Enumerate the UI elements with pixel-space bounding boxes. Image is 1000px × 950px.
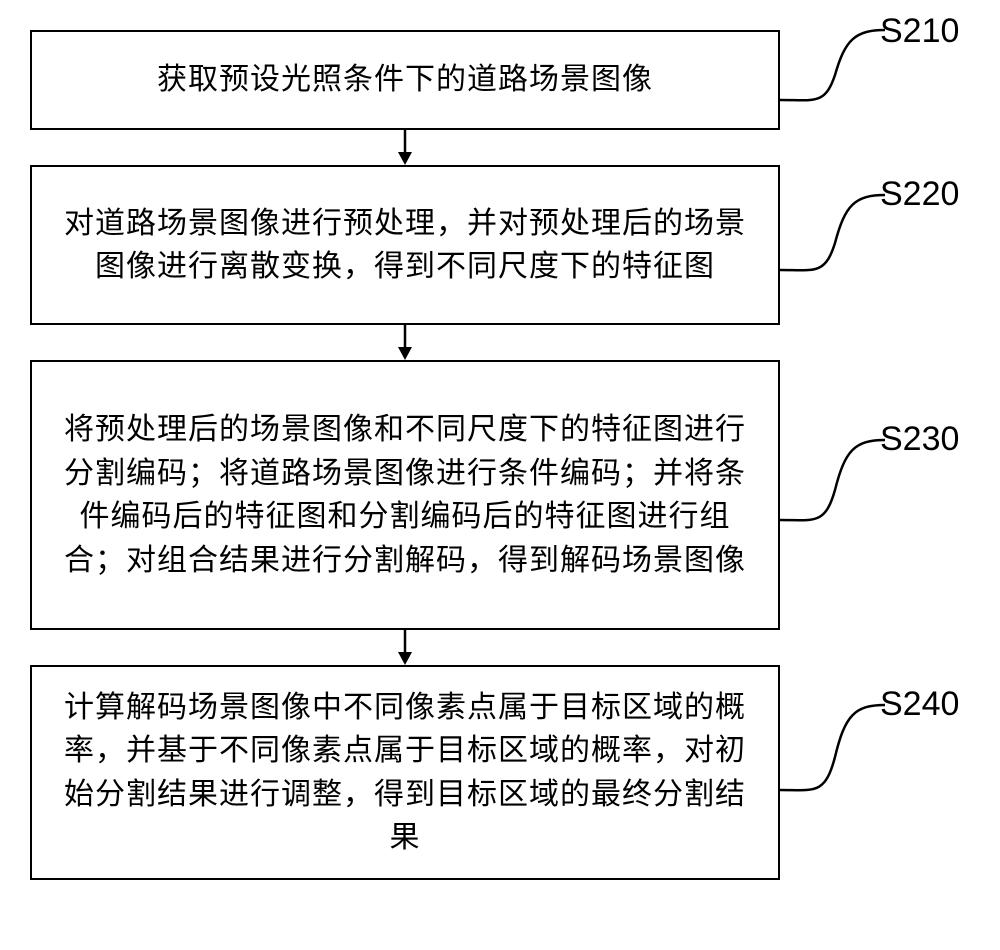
step-text-s210: 获取预设光照条件下的道路场景图像: [157, 58, 653, 102]
callout-s230: [780, 440, 890, 550]
flowchart-container: 获取预设光照条件下的道路场景图像 对道路场景图像进行预处理，并对预处理后的场景图…: [0, 0, 1000, 950]
step-text-s230: 将预处理后的场景图像和不同尺度下的特征图进行分割编码；将道路场景图像进行条件编码…: [52, 408, 758, 582]
step-label-s210: S210: [880, 12, 959, 51]
step-label-s240: S240: [880, 685, 959, 724]
arrow-s210-s220: [395, 130, 415, 165]
step-text-s220: 对道路场景图像进行预处理，并对预处理后的场景图像进行离散变换，得到不同尺度下的特…: [52, 202, 758, 289]
step-box-s230: 将预处理后的场景图像和不同尺度下的特征图进行分割编码；将道路场景图像进行条件编码…: [30, 360, 780, 630]
step-label-s230: S230: [880, 420, 959, 459]
step-box-s220: 对道路场景图像进行预处理，并对预处理后的场景图像进行离散变换，得到不同尺度下的特…: [30, 165, 780, 325]
callout-s240: [780, 705, 890, 815]
step-box-s210: 获取预设光照条件下的道路场景图像: [30, 30, 780, 130]
callout-s210: [780, 30, 890, 130]
arrow-s220-s230: [395, 325, 415, 360]
step-text-s240: 计算解码场景图像中不同像素点属于目标区域的概率，并基于不同像素点属于目标区域的概…: [52, 686, 758, 860]
step-box-s240: 计算解码场景图像中不同像素点属于目标区域的概率，并基于不同像素点属于目标区域的概…: [30, 665, 780, 880]
arrow-s230-s240: [395, 630, 415, 665]
step-label-s220: S220: [880, 175, 959, 214]
callout-s220: [780, 195, 890, 295]
